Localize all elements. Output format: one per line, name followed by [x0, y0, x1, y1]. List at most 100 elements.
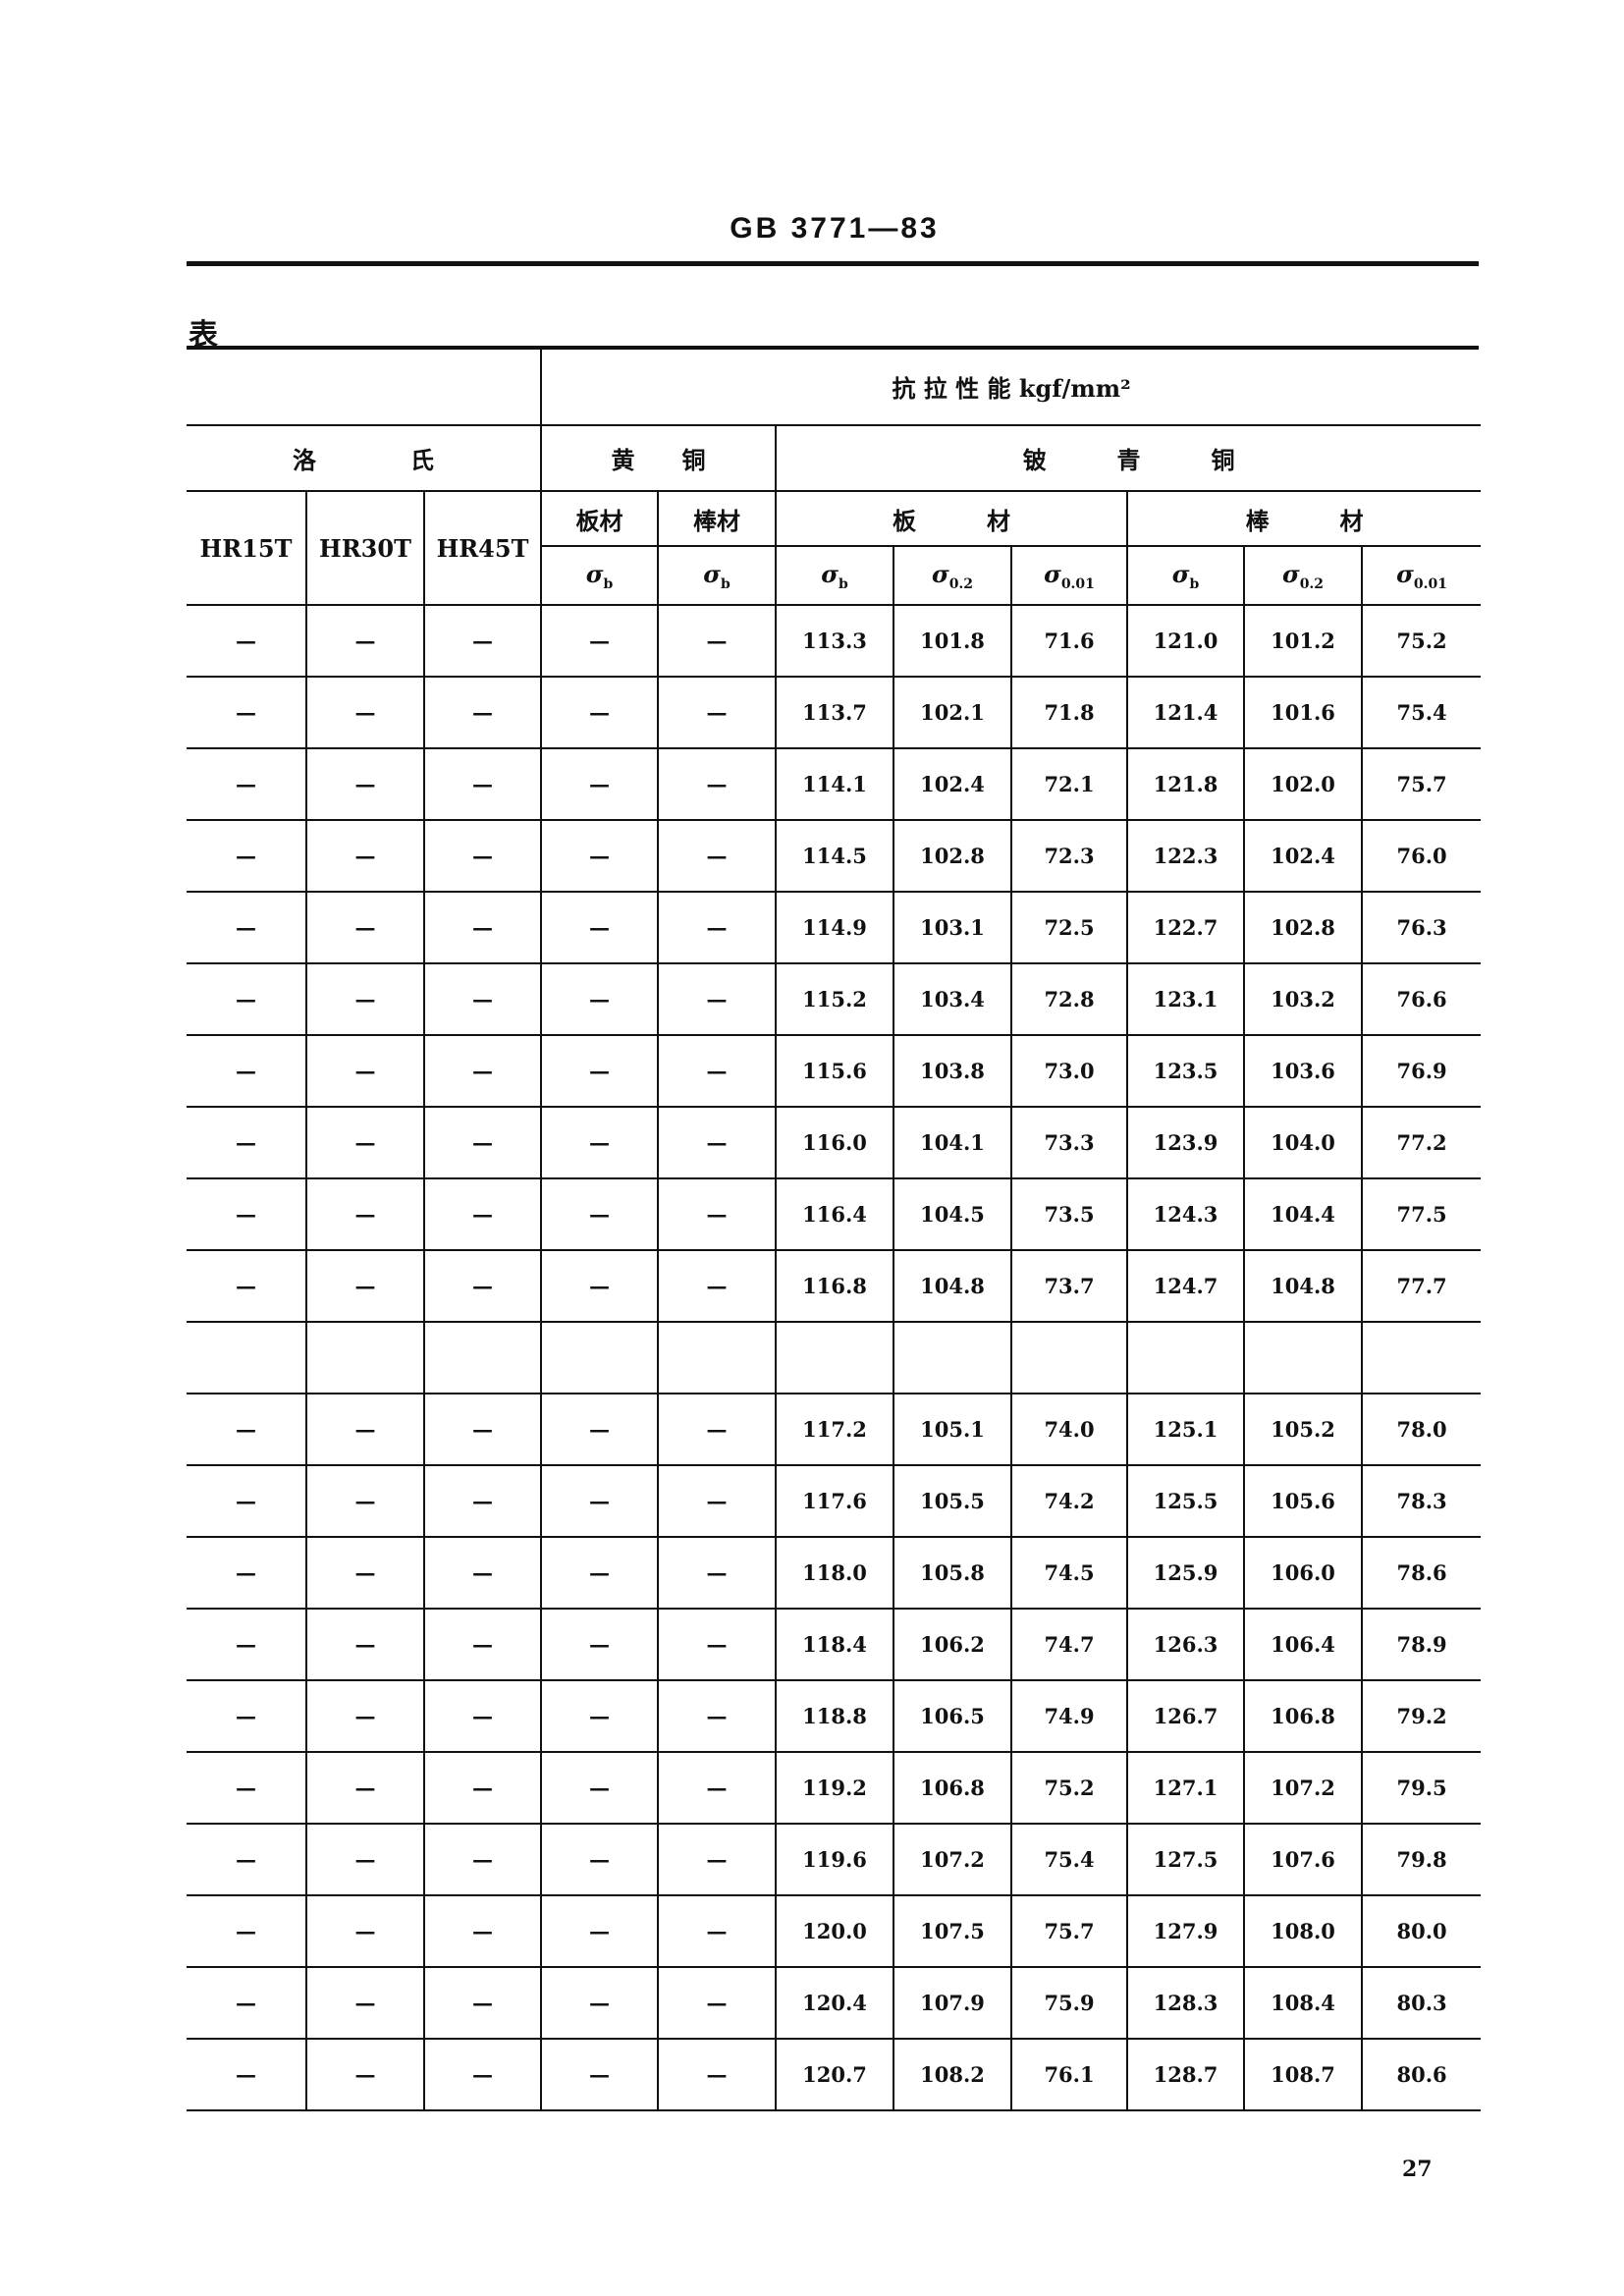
table-cell: 80.6 [1361, 2038, 1482, 2111]
table-cell: 119.2 [775, 1751, 895, 1825]
header-rule [187, 261, 1479, 266]
table-cell: 123.5 [1126, 1034, 1246, 1108]
table-cell: — [540, 1106, 660, 1179]
table-cell: 105.2 [1243, 1393, 1364, 1466]
table-cell: — [422, 819, 543, 893]
table-cell: — [422, 1894, 543, 1968]
table-cell: 126.7 [1126, 1679, 1246, 1753]
stress-symbol-header: σb [1126, 545, 1246, 606]
table-cell: 73.5 [1010, 1177, 1129, 1251]
table-cell: 114.1 [775, 747, 895, 821]
table-cell: 105.8 [893, 1536, 1013, 1610]
table-cell: — [305, 962, 425, 1036]
stress-symbol-header: σ0.01 [1361, 545, 1482, 606]
table-top-rule [187, 346, 1479, 350]
table-cell: 75.4 [1361, 676, 1482, 749]
table-cell: 114.5 [775, 819, 895, 893]
table-cell: — [422, 891, 543, 964]
rockwell-header: 洛 氏 [187, 424, 543, 492]
table-row: — — — — —114.1 102.4 72.1 121.8 102.0 75.7 [187, 747, 1482, 821]
table-cell: 108.2 [893, 2038, 1013, 2111]
table-cell: 75.7 [1361, 747, 1482, 821]
bronze-sheet-header: 板 材 [775, 490, 1129, 547]
sigma-symbol: σ [1281, 559, 1300, 588]
table-cell [305, 1321, 425, 1394]
table-cell: 114.9 [775, 891, 895, 964]
table-cell: 74.5 [1010, 1536, 1129, 1610]
table-cell: 105.5 [893, 1464, 1013, 1538]
table-cell: — [422, 1608, 543, 1681]
table-cell: — [540, 676, 660, 749]
table-cell: — [187, 604, 307, 678]
table-cell: 107.5 [893, 1894, 1013, 1968]
table-row: — — — — —119.2 106.8 75.2 127.1 107.2 79.5 [187, 1751, 1482, 1825]
table-cell: 74.2 [1010, 1464, 1129, 1538]
table-cell [775, 1321, 895, 1394]
table-cell: — [305, 1536, 425, 1610]
table-cell: 72.3 [1010, 819, 1129, 893]
table-cell: — [187, 1177, 307, 1251]
table-cell: — [657, 2038, 778, 2111]
table-cell [540, 1321, 660, 1394]
table-cell: — [540, 1034, 660, 1108]
table-cell: 73.0 [1010, 1034, 1129, 1108]
blank-header-cell [187, 349, 543, 426]
table-row: — — — — —114.9 103.1 72.5 122.7 102.8 76.3 [187, 891, 1482, 964]
stress-symbol-header: σb [541, 545, 660, 606]
table-cell: 125.1 [1126, 1393, 1246, 1466]
table-cell: 103.1 [893, 891, 1013, 964]
table-cell: 105.1 [893, 1393, 1013, 1466]
table-cell [1010, 1321, 1129, 1394]
sigma-subscript: b [1189, 575, 1200, 592]
table-row: — — — — —113.3 101.8 71.6 121.0 101.2 75.2 [187, 604, 1482, 678]
table-cell: 78.9 [1361, 1608, 1482, 1681]
table-cell: 76.9 [1361, 1034, 1482, 1108]
table-cell: — [187, 747, 307, 821]
table-cell: 116.4 [775, 1177, 895, 1251]
sigma-symbol: σ [821, 559, 839, 588]
table-cell: — [305, 1679, 425, 1753]
table-cell: 116.0 [775, 1106, 895, 1179]
table-cell: — [540, 1823, 660, 1896]
table-cell: 118.4 [775, 1608, 895, 1681]
table-cell: 102.8 [893, 819, 1013, 893]
table-cell: 79.8 [1361, 1823, 1482, 1896]
table-row: — — — — —120.4 107.9 75.9 128.3 108.4 80.3 [187, 1966, 1482, 2040]
table-cell: — [187, 1464, 307, 1538]
table-cell: 121.0 [1126, 604, 1246, 678]
table-cell: 77.2 [1361, 1106, 1482, 1179]
brass-sheet-header: 板材 [540, 490, 660, 547]
table-cell: — [187, 1536, 307, 1610]
table-cell: — [540, 1679, 660, 1753]
stress-symbol-header: σb [775, 545, 895, 606]
brass-header: 黄 铜 [540, 424, 778, 492]
table-cell: — [657, 891, 778, 964]
table-cell: — [657, 1608, 778, 1681]
table-cell: 75.9 [1010, 1966, 1129, 2040]
table-cell: 106.4 [1243, 1608, 1364, 1681]
table-cell [1243, 1321, 1364, 1394]
table-cell: — [657, 1106, 778, 1179]
table-cell: — [422, 1106, 543, 1179]
table-row: — — — — —120.0 107.5 75.7 127.9 108.0 80.0 [187, 1894, 1482, 1968]
table-cell: — [422, 2038, 543, 2111]
table-cell: — [540, 604, 660, 678]
table-cell: 103.2 [1243, 962, 1364, 1036]
table-cell: 103.6 [1243, 1034, 1364, 1108]
table-cell: 107.2 [893, 1823, 1013, 1896]
table-cell: — [657, 819, 778, 893]
table-cell: 124.7 [1126, 1249, 1246, 1323]
table-cell: 75.4 [1010, 1823, 1129, 1896]
table-cell: — [422, 1751, 543, 1825]
table-cell: 76.0 [1361, 819, 1482, 893]
table-cell: — [187, 1393, 307, 1466]
table-cell: 79.5 [1361, 1751, 1482, 1825]
table-cell [422, 1321, 543, 1394]
table-cell: — [657, 747, 778, 821]
table-cell: — [422, 1966, 543, 2040]
table-cell: 72.1 [1010, 747, 1129, 821]
table-cell: 127.5 [1126, 1823, 1246, 1896]
table-cell: — [657, 1034, 778, 1108]
table-cell: 121.8 [1126, 747, 1246, 821]
table-cell: 124.3 [1126, 1177, 1246, 1251]
